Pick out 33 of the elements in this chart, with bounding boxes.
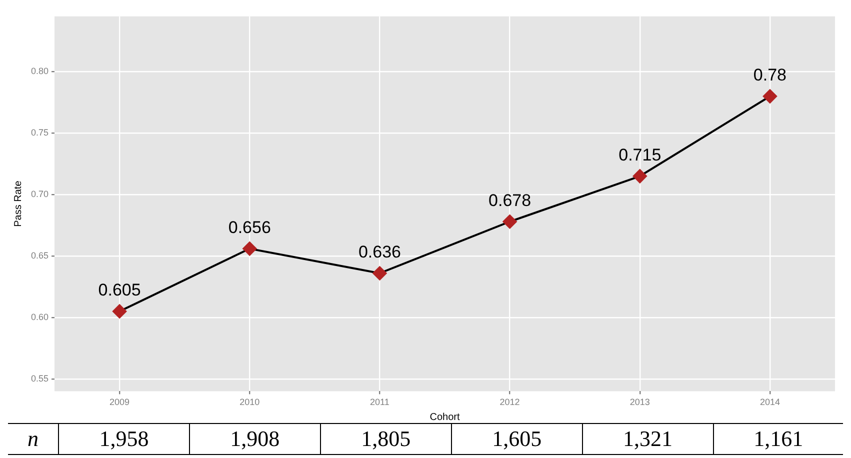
point [242,242,257,256]
text: 1,605 [451,424,582,454]
data-label: 0.78 [753,65,787,84]
x-tick-label: 2011 [370,397,390,408]
y-tick-label: 0.70 [30,189,49,200]
point [502,214,517,229]
y-tick-label: 0.75 [30,128,49,138]
data-label: 0.656 [228,218,271,237]
x-axis-title: Cohort [430,412,460,423]
text: 1,161 [713,424,843,454]
point [762,89,777,104]
point [112,304,127,318]
y-axis-title: Pass Rate [12,180,24,227]
x-tick-label: 2009 [110,397,130,408]
point [372,266,387,280]
x-tick-label: 2013 [630,397,650,408]
x-tick-label: 2012 [500,397,520,408]
y-tick-label: 0.80 [30,66,49,76]
y-tick-label: 0.65 [30,250,49,261]
data-label: 0.715 [618,145,662,164]
x-tick-label: 2014 [760,397,780,408]
text: 1,805 [320,424,452,454]
text: 1,908 [189,424,320,454]
x-tick-label: 2010 [240,397,260,408]
data-label: 0.605 [98,280,141,300]
text: n [26,425,40,453]
y-tick-label: 0.60 [30,312,49,322]
text: 1,958 [58,424,190,454]
data-label: 0.636 [358,242,401,262]
data-label: 0.678 [488,190,532,210]
text: 1,321 [582,424,714,454]
point [632,169,647,184]
y-tick-label: 0.55 [30,373,49,384]
